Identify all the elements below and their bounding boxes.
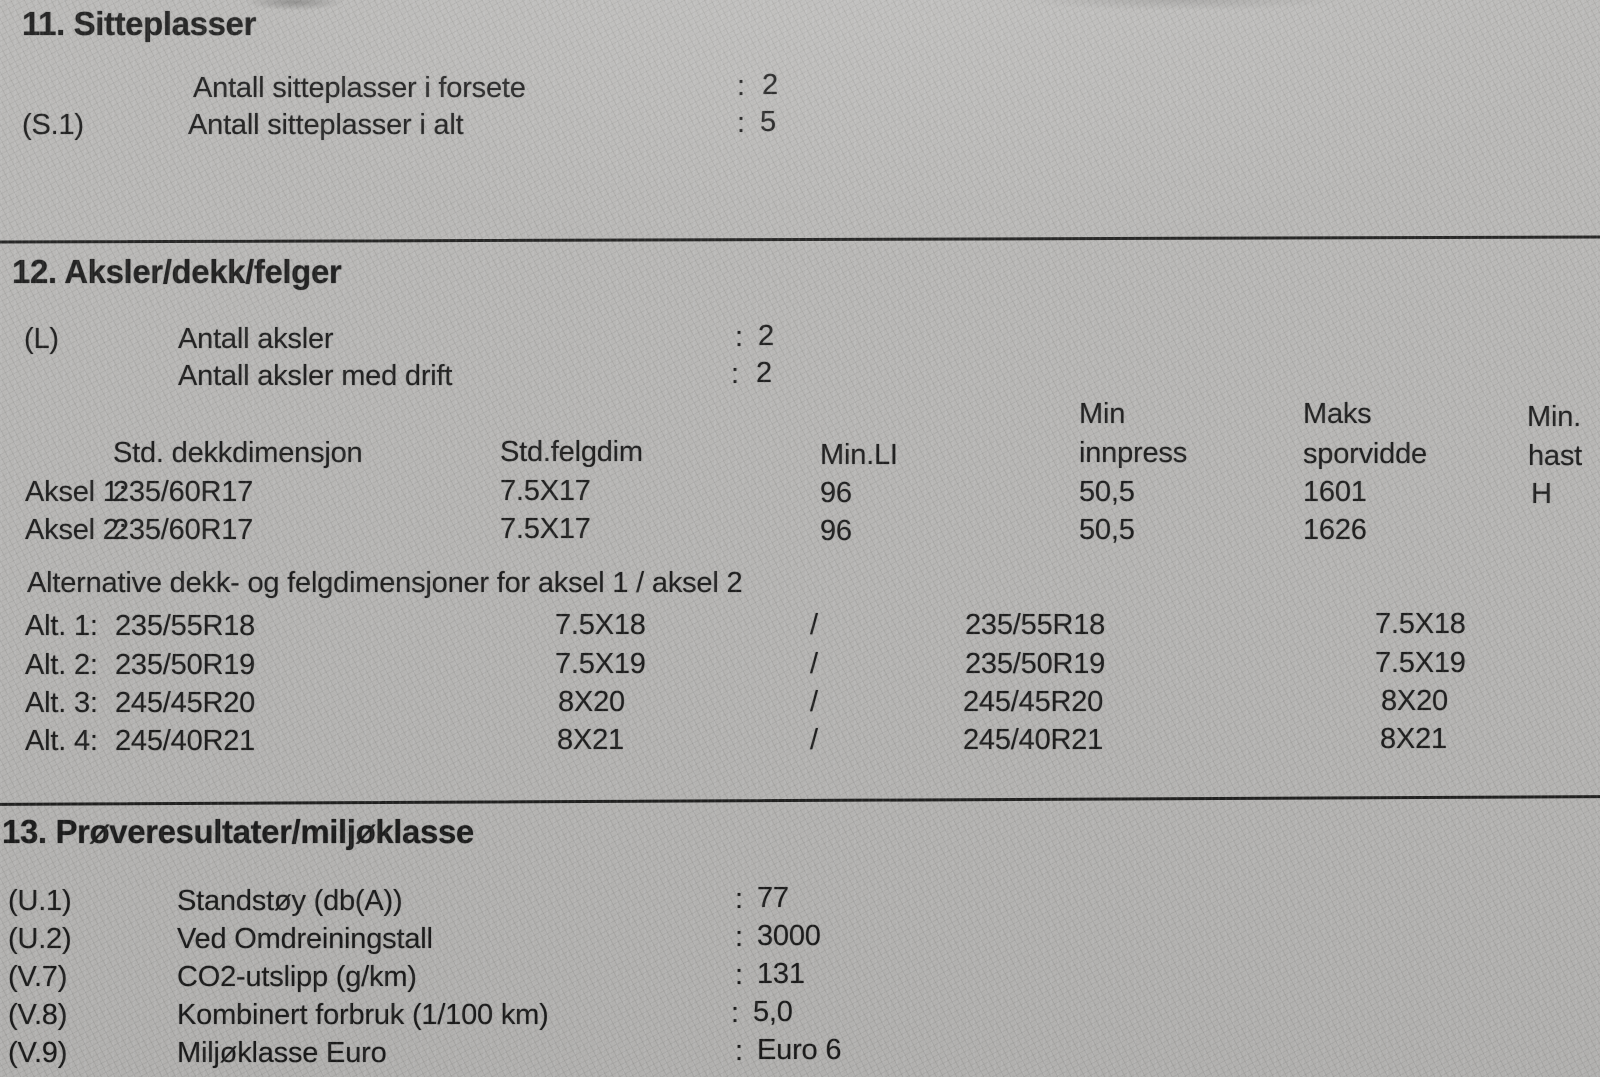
alt-row-separator: / bbox=[810, 609, 818, 641]
axle-row-li: 96 bbox=[820, 477, 852, 509]
row-value: 2 bbox=[758, 320, 774, 352]
axle-row-hast: H bbox=[1531, 478, 1552, 510]
row-colon: : bbox=[735, 1035, 743, 1067]
row-code: (V.7) bbox=[8, 961, 68, 993]
row-code: (V.8) bbox=[8, 999, 68, 1031]
alt-row-dekk2: 245/40R21 bbox=[963, 724, 1104, 756]
axle-row-li: 96 bbox=[820, 515, 852, 547]
row-code: (U.1) bbox=[8, 885, 72, 917]
alt-row-dekk1: 235/55R18 bbox=[115, 610, 256, 642]
row-label: Standstøy (db(A)) bbox=[177, 885, 403, 917]
section-divider bbox=[0, 235, 1600, 244]
section-divider bbox=[0, 795, 1600, 806]
alt-row-separator: / bbox=[810, 686, 818, 718]
row-value: 3000 bbox=[757, 920, 821, 952]
col-header-li: Min.LI bbox=[820, 439, 898, 471]
axle-row-sporvidde: 1601 bbox=[1303, 476, 1367, 508]
alt-row-felg1: 8X21 bbox=[557, 724, 624, 756]
row-label: CO2-utslipp (g/km) bbox=[177, 961, 417, 993]
alternatives-title: Alternative dekk- og felgdimensjoner for… bbox=[27, 567, 743, 599]
axle-row-innpress: 50,5 bbox=[1079, 514, 1135, 546]
col-header-hast-line1: Min. bbox=[1527, 401, 1581, 433]
row-value: 5,0 bbox=[753, 996, 793, 1028]
row-label: Antall aksler bbox=[178, 323, 334, 355]
alt-row-dekk1: 245/45R20 bbox=[115, 687, 256, 719]
axle-row-felg: 7.5X17 bbox=[500, 475, 591, 507]
axle-row-dekk: 235/60R17 bbox=[113, 514, 254, 546]
row-label: Miljøklasse Euro bbox=[177, 1037, 387, 1069]
section-13-title: 13. Prøveresultater/miljøklasse bbox=[2, 813, 474, 850]
row-label: Antall sitteplasser i forsete bbox=[193, 72, 526, 104]
row-colon: : bbox=[735, 321, 743, 353]
axle-row-innpress: 50,5 bbox=[1079, 476, 1135, 508]
alt-row-label: Alt. 4: bbox=[25, 725, 98, 757]
row-value: 2 bbox=[756, 357, 772, 389]
row-label: Antall sitteplasser i alt bbox=[188, 109, 464, 141]
axle-row-felg: 7.5X17 bbox=[500, 513, 591, 545]
row-colon: : bbox=[735, 959, 743, 991]
row-code: (S.1) bbox=[22, 109, 84, 141]
alt-row-label: Alt. 1: bbox=[25, 610, 98, 642]
row-code: (L) bbox=[24, 323, 59, 355]
alt-row-label: Alt. 2: bbox=[25, 649, 98, 681]
row-colon: : bbox=[735, 883, 743, 915]
row-code: (U.2) bbox=[8, 923, 72, 955]
row-value: Euro 6 bbox=[757, 1034, 842, 1066]
row-value: 131 bbox=[757, 958, 805, 990]
col-header-sporvidde-line1: Maks bbox=[1303, 398, 1372, 430]
alt-row-dekk2: 245/45R20 bbox=[963, 686, 1104, 718]
section-12-title: 12. Aksler/dekk/felger bbox=[12, 253, 342, 290]
alt-row-separator: / bbox=[810, 648, 818, 680]
alt-row-felg1: 7.5X19 bbox=[555, 648, 646, 680]
alt-row-separator: / bbox=[810, 724, 818, 756]
section-11-title: 11. Sitteplasser bbox=[22, 5, 256, 42]
col-header-dekkdimensjon: Std. dekkdimensjon bbox=[113, 437, 363, 469]
col-header-innpress-line1: Min bbox=[1079, 398, 1126, 430]
row-value: 77 bbox=[757, 882, 789, 914]
alt-row-felg2: 8X20 bbox=[1381, 685, 1448, 717]
axle-row-dekk: 235/60R17 bbox=[113, 476, 254, 508]
row-colon: : bbox=[731, 997, 739, 1029]
row-colon: : bbox=[737, 107, 745, 139]
row-code: (V.9) bbox=[8, 1037, 68, 1069]
alt-row-felg2: 7.5X19 bbox=[1375, 647, 1466, 679]
row-colon: : bbox=[731, 358, 739, 390]
axle-row-sporvidde: 1626 bbox=[1303, 514, 1367, 546]
row-value: 2 bbox=[762, 69, 778, 101]
col-header-innpress-line2: innpress bbox=[1079, 437, 1188, 469]
alt-row-felg2: 7.5X18 bbox=[1375, 608, 1466, 640]
col-header-felgdim: Std.felgdim bbox=[500, 436, 643, 468]
axle-row-label: Aksel 1: bbox=[25, 476, 127, 508]
alt-row-dekk2: 235/55R18 bbox=[965, 609, 1106, 641]
row-label: Antall aksler med drift bbox=[178, 360, 453, 392]
alt-row-label: Alt. 3: bbox=[25, 687, 98, 719]
row-label: Kombinert forbruk (1/100 km) bbox=[177, 999, 549, 1031]
col-header-sporvidde-line2: sporvidde bbox=[1303, 438, 1427, 470]
alt-row-dekk2: 235/50R19 bbox=[965, 648, 1106, 680]
col-header-hast-line2: hast bbox=[1528, 440, 1583, 472]
alt-row-dekk1: 235/50R19 bbox=[115, 649, 256, 681]
alt-row-felg1: 7.5X18 bbox=[555, 609, 646, 641]
axle-row-label: Aksel 2: bbox=[25, 514, 127, 546]
alt-row-dekk1: 245/40R21 bbox=[115, 725, 256, 757]
row-value: 5 bbox=[760, 106, 776, 138]
row-colon: : bbox=[737, 70, 745, 102]
alt-row-felg1: 8X20 bbox=[558, 686, 625, 718]
row-colon: : bbox=[735, 921, 743, 953]
row-label: Ved Omdreiningstall bbox=[177, 923, 433, 955]
alt-row-felg2: 8X21 bbox=[1380, 723, 1447, 755]
